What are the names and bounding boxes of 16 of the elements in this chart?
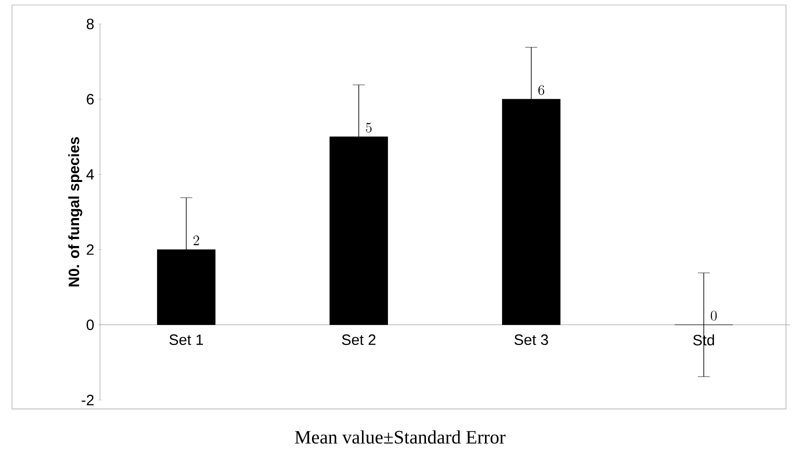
y-axis-title: N0. of fungal species [68,137,82,286]
data-label: 2 [193,236,200,246]
y-tick-label: -2 [82,394,94,406]
y-tick-label: 8 [86,18,94,30]
x-tick-label: Set 3 [514,334,548,346]
data-label: 5 [366,122,372,133]
x-axis-title: Mean value±Standard Error [294,430,506,444]
x-tick-label: Set 1 [169,334,203,346]
data-label: 0 [710,310,717,321]
y-tick-label: 6 [86,94,94,104]
data-label: 6 [538,85,544,95]
y-tick-label: 0 [86,319,94,330]
y-tick-label: 4 [86,169,94,180]
y-tick-label: 2 [86,244,94,255]
x-tick-label: Set 2 [342,334,376,346]
bar [502,98,560,325]
